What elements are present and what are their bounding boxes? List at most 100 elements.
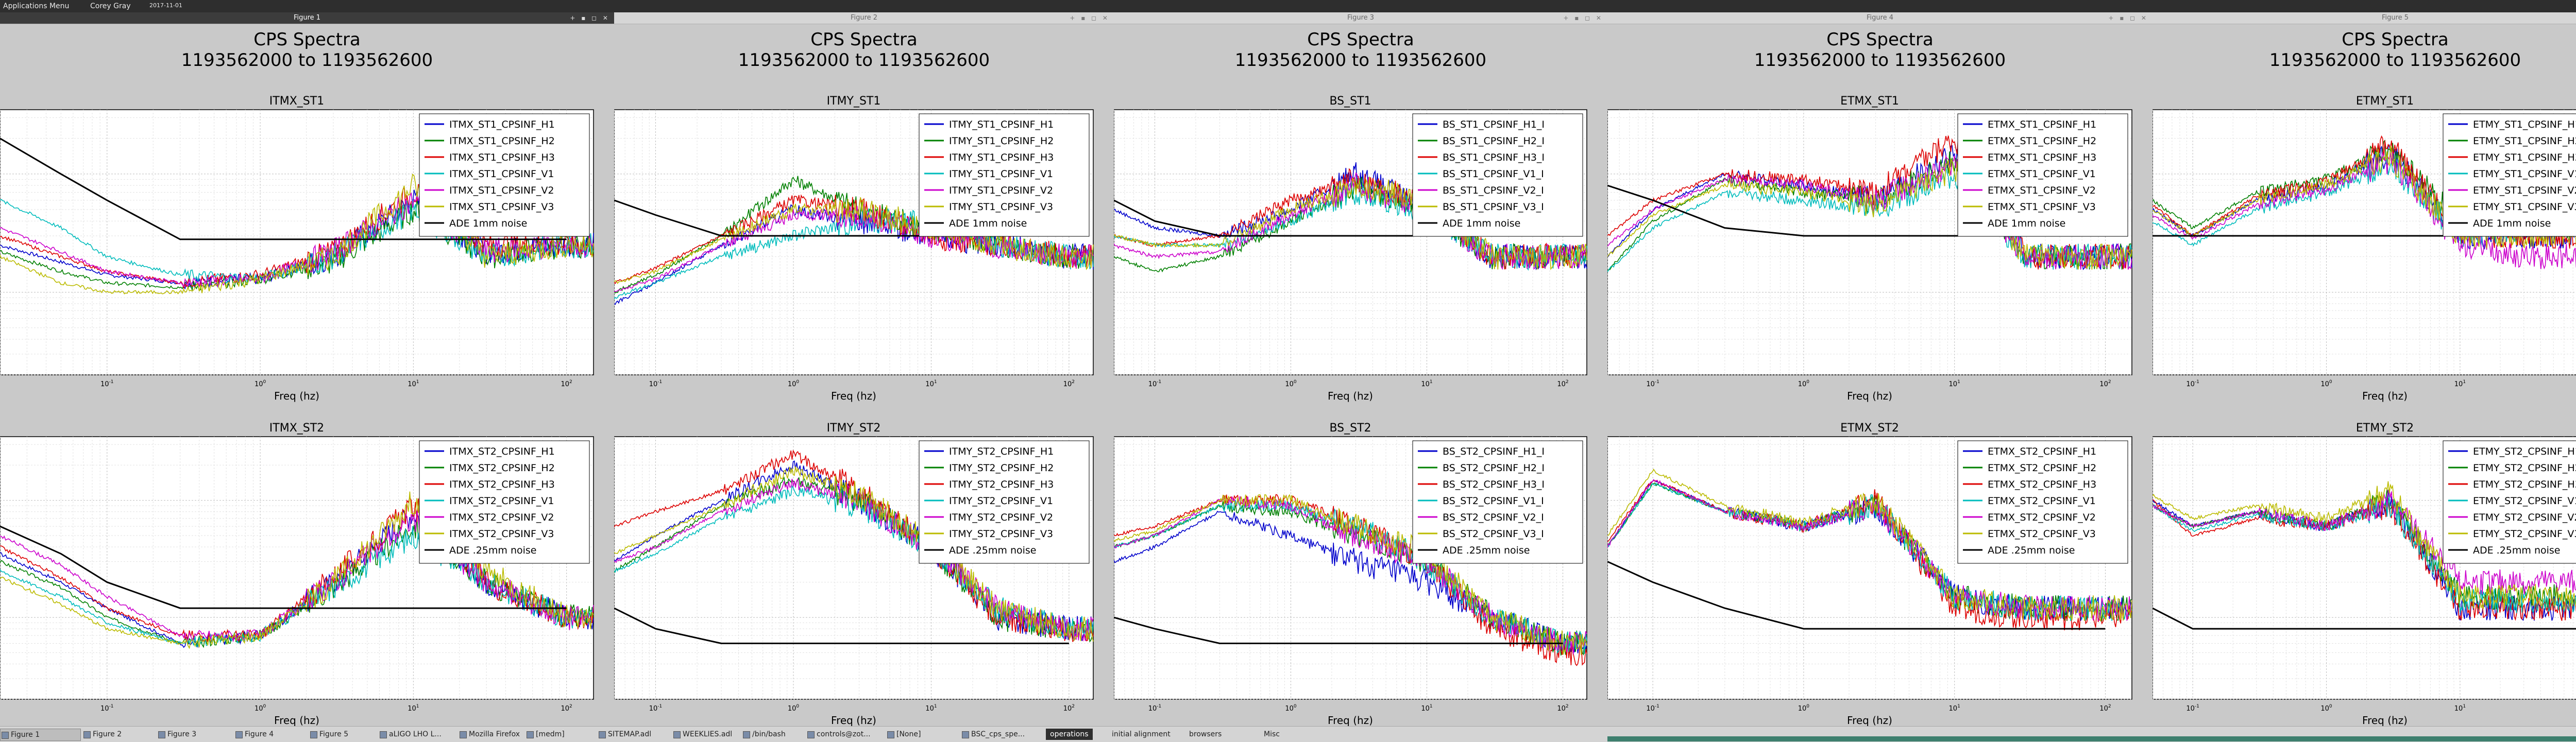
- legend-entry: ADE .25mm noise: [449, 545, 536, 556]
- series-line-v2: [614, 204, 1094, 292]
- figure-window-1[interactable]: Figure 1 + ▪ ◻ ✕ CPS Spectra 1193562000 to …: [0, 12, 614, 726]
- taskbar-item[interactable]: SITEMAP.adl: [598, 729, 670, 740]
- applications-menu[interactable]: Applications Menu: [3, 2, 70, 10]
- taskbar-item-label: /bin/bash: [752, 730, 786, 738]
- series-line-ade: [1607, 561, 2106, 630]
- taskbar-item-label: BSC_cps_spe...: [971, 730, 1025, 738]
- window-controls[interactable]: + ▪ ◻ ✕: [1563, 14, 1603, 22]
- legend: ITMX_ST1_CPSINF_H1 ITMX_ST1_CPSINF_H2 ITMX…: [419, 113, 590, 237]
- legend-entry: BS_ST2_CPSINF_H1_I: [1443, 446, 1545, 457]
- x-axis-label: Freq (hz): [831, 714, 876, 726]
- legend-entry: ETMY_ST1_CPSINF_H2: [2473, 135, 2576, 147]
- taskbar-item[interactable]: Mozilla Firefox: [459, 729, 523, 740]
- taskbar-item[interactable]: Figure 5: [309, 729, 376, 740]
- window-titlebar[interactable]: Figure 3 + ▪ ◻ ✕: [1114, 12, 1607, 24]
- taskbar-item[interactable]: Figure 4: [234, 729, 307, 740]
- window-title: Figure 2: [850, 14, 878, 22]
- taskbar-item[interactable]: Figure 2: [82, 729, 155, 740]
- legend-box: [2443, 113, 2576, 237]
- legend-entry: ETMY_ST1_CPSINF_V1: [2473, 168, 2576, 180]
- x-axis-label: Freq (hz): [1328, 390, 1373, 402]
- legend-box: [1412, 440, 1583, 564]
- taskbar-item[interactable]: Figure 3: [157, 729, 232, 740]
- series-line-v1: [1114, 498, 1587, 654]
- window-icon: [235, 731, 243, 738]
- x-tick-label: 102: [1063, 379, 1075, 388]
- x-tick-label: 100: [1798, 379, 1810, 388]
- window-titlebar[interactable]: Figure 4 + ▪ ◻ ✕: [1607, 12, 2153, 24]
- taskbar-item[interactable]: /bin/bash: [742, 729, 804, 740]
- legend-entry: BS_ST1_CPSINF_H1_I: [1443, 119, 1545, 130]
- legend-box: [1412, 113, 1583, 237]
- legend-entry: ITMX_ST1_CPSINF_H3: [449, 152, 555, 163]
- legend-entry: ITMY_ST1_CPSINF_V1: [949, 168, 1053, 180]
- window-titlebar[interactable]: Figure 2 + ▪ ◻ ✕: [614, 12, 1114, 24]
- taskbar-item[interactable]: controls@zot...: [806, 729, 884, 740]
- workspace-button[interactable]: browsers: [1189, 730, 1222, 738]
- axes-title: ITMY_ST2: [827, 422, 881, 435]
- window-titlebar[interactable]: Figure 1 + ▪ ◻ ✕: [0, 12, 614, 24]
- window-icon: [310, 731, 317, 738]
- x-tick-label: 101: [1421, 704, 1432, 713]
- window-icon: [527, 731, 534, 738]
- figure-canvas: CPS Spectra 1193562000 to 1193562600 ETMY_…: [2153, 25, 2576, 726]
- x-tick-label: 100: [1798, 704, 1810, 713]
- date-label: 2017-11-01: [149, 2, 182, 9]
- figure-window-4[interactable]: Figure 4 + ▪ ◻ ✕ CPS Spectra 1193562000 to …: [1607, 12, 2153, 726]
- taskbar-item[interactable]: Figure 1: [0, 729, 81, 741]
- x-tick-label: 101: [408, 704, 419, 713]
- legend: ITMY_ST1_CPSINF_H1 ITMY_ST1_CPSINF_H2 ITMY…: [919, 113, 1090, 237]
- x-tick-label: 102: [1063, 704, 1075, 713]
- figure-window-3[interactable]: Figure 3 + ▪ ◻ ✕ CPS Spectra 1193562000 to …: [1114, 12, 1607, 726]
- figure-window-2[interactable]: Figure 2 + ▪ ◻ ✕ CPS Spectra 1193562000 to …: [614, 12, 1114, 726]
- workspace-button[interactable]: Misc: [1264, 730, 1280, 738]
- user-name[interactable]: Corey Gray: [90, 2, 131, 10]
- taskbar-item[interactable]: [medm]: [526, 729, 595, 740]
- axes-title: ITMX_ST1: [269, 95, 324, 108]
- taskbar-item-label: aLIGO LHO L...: [389, 730, 442, 738]
- legend-entry: BS_ST1_CPSINF_V2_I: [1443, 185, 1544, 196]
- x-axis-label: Freq (hz): [1328, 714, 1373, 726]
- window-controls[interactable]: + ▪ ◻ ✕: [1070, 14, 1110, 22]
- figure-canvas: CPS Spectra 1193562000 to 1193562600 BS_ST…: [1114, 25, 1607, 726]
- figure-suptitle: CPS Spectra: [253, 29, 361, 50]
- series-line-v3: [0, 173, 594, 295]
- x-tick-label: 10-1: [1148, 379, 1162, 388]
- series-line-v1: [614, 208, 1094, 300]
- figure-subtitle: 1193562000 to 1193562600: [1754, 50, 2006, 71]
- taskbar-item[interactable]: [None]: [886, 729, 958, 740]
- taskbar-item[interactable]: BSC_cps_spe...: [961, 729, 1038, 740]
- x-tick-label: 100: [255, 379, 266, 388]
- legend-entry: ADE 1mm noise: [1988, 218, 2065, 229]
- x-axis-label: Freq (hz): [274, 390, 319, 402]
- series-line-v3: [1114, 494, 1587, 655]
- x-tick-label: 102: [2099, 379, 2111, 388]
- window-controls[interactable]: + ▪ ◻ ✕: [2108, 14, 2148, 22]
- window-titlebar[interactable]: Figure 5+ ▪ ◻ ✕: [2153, 12, 2576, 24]
- legend-entry: ETMX_ST1_CPSINF_V3: [1988, 201, 2096, 213]
- legend-entry: ITMY_ST1_CPSINF_H1: [949, 119, 1054, 130]
- series-line-v2: [2153, 490, 2576, 595]
- figure-suptitle: CPS Spectra: [810, 29, 918, 50]
- workspace-button[interactable]: initial alignment: [1112, 730, 1171, 738]
- window-icon: [2, 732, 9, 739]
- series-line-v3: [2153, 145, 2576, 249]
- figure-canvas: CPS Spectra 1193562000 to 1193562600 ETMX_…: [1607, 25, 2153, 726]
- x-tick-label: 100: [255, 704, 266, 713]
- legend-entry: ETMY_ST1_CPSINF_H3: [2473, 152, 2576, 163]
- taskbar-item[interactable]: aLIGO LHO L...: [379, 729, 456, 740]
- series-line-v2: [1607, 154, 2132, 270]
- window-controls[interactable]: + ▪ ◻ ✕: [570, 14, 610, 22]
- window-title: Figure 3: [1347, 14, 1375, 22]
- taskbar-item-label: Mozilla Firefox: [469, 730, 520, 738]
- axes-title: ETMX_ST2: [1840, 422, 1899, 435]
- workspace-button[interactable]: operations: [1046, 729, 1093, 740]
- legend-entry: BS_ST2_CPSINF_V3_I: [1443, 528, 1544, 540]
- x-tick-label: 10-1: [100, 704, 114, 713]
- x-tick-label: 101: [925, 379, 937, 388]
- series-line-v3: [2153, 481, 2576, 611]
- taskbar-item[interactable]: WEEKLIES.adl: [672, 729, 739, 740]
